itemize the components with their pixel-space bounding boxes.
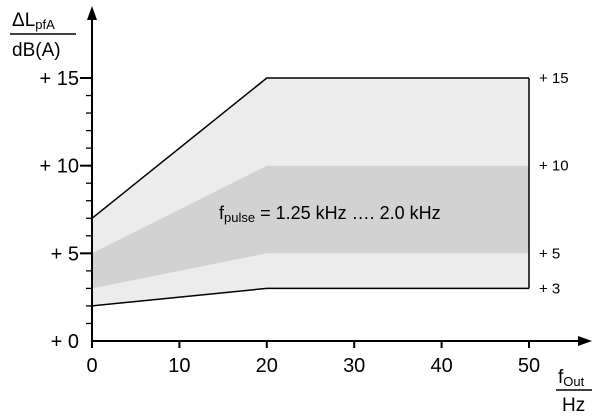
y-tick-labels: + 0 + 5 + 10 + 15 xyxy=(40,68,79,353)
y-axis-label-top: ΔLpfA xyxy=(12,10,55,32)
x-tick-label: 0 xyxy=(86,355,97,377)
x-axis-label-unit: Hz xyxy=(562,395,585,416)
axis-ticks xyxy=(80,77,530,348)
x-tick-label: 50 xyxy=(518,355,540,377)
band-inner xyxy=(92,165,529,289)
y-tick-label: + 5 xyxy=(51,243,79,265)
x-axis-arrow-icon xyxy=(578,336,592,346)
x-axis-label-top: fOut xyxy=(558,367,585,389)
right-level-label: + 3 xyxy=(539,280,560,297)
y-tick-label: + 0 xyxy=(51,331,79,353)
right-level-label: + 5 xyxy=(539,245,560,262)
x-tick-label: 30 xyxy=(343,355,365,377)
x-tick-label: 40 xyxy=(430,355,452,377)
band-outer-lower-edge xyxy=(91,287,529,307)
y-tick-label: + 10 xyxy=(40,156,79,178)
x-tick-labels: 0 10 20 30 40 50 xyxy=(86,355,540,377)
x-tick-label: 10 xyxy=(168,355,190,377)
y-axis-arrow-icon xyxy=(87,6,97,20)
right-level-label: + 15 xyxy=(539,70,569,87)
y-tick-label: + 15 xyxy=(40,68,79,90)
chart-bands xyxy=(91,77,530,307)
y-axis-label-unit: dB(A) xyxy=(12,40,61,61)
right-side-labels: + 15 + 10 + 5 + 3 xyxy=(539,70,569,297)
axes xyxy=(91,14,580,342)
pulse-frequency-annotation: fpulse = 1.25 kHz …. 2.0 kHz xyxy=(219,203,441,225)
right-level-label: + 10 xyxy=(539,158,569,175)
band-outer-upper-edge xyxy=(91,77,529,219)
x-tick-label: 20 xyxy=(256,355,278,377)
